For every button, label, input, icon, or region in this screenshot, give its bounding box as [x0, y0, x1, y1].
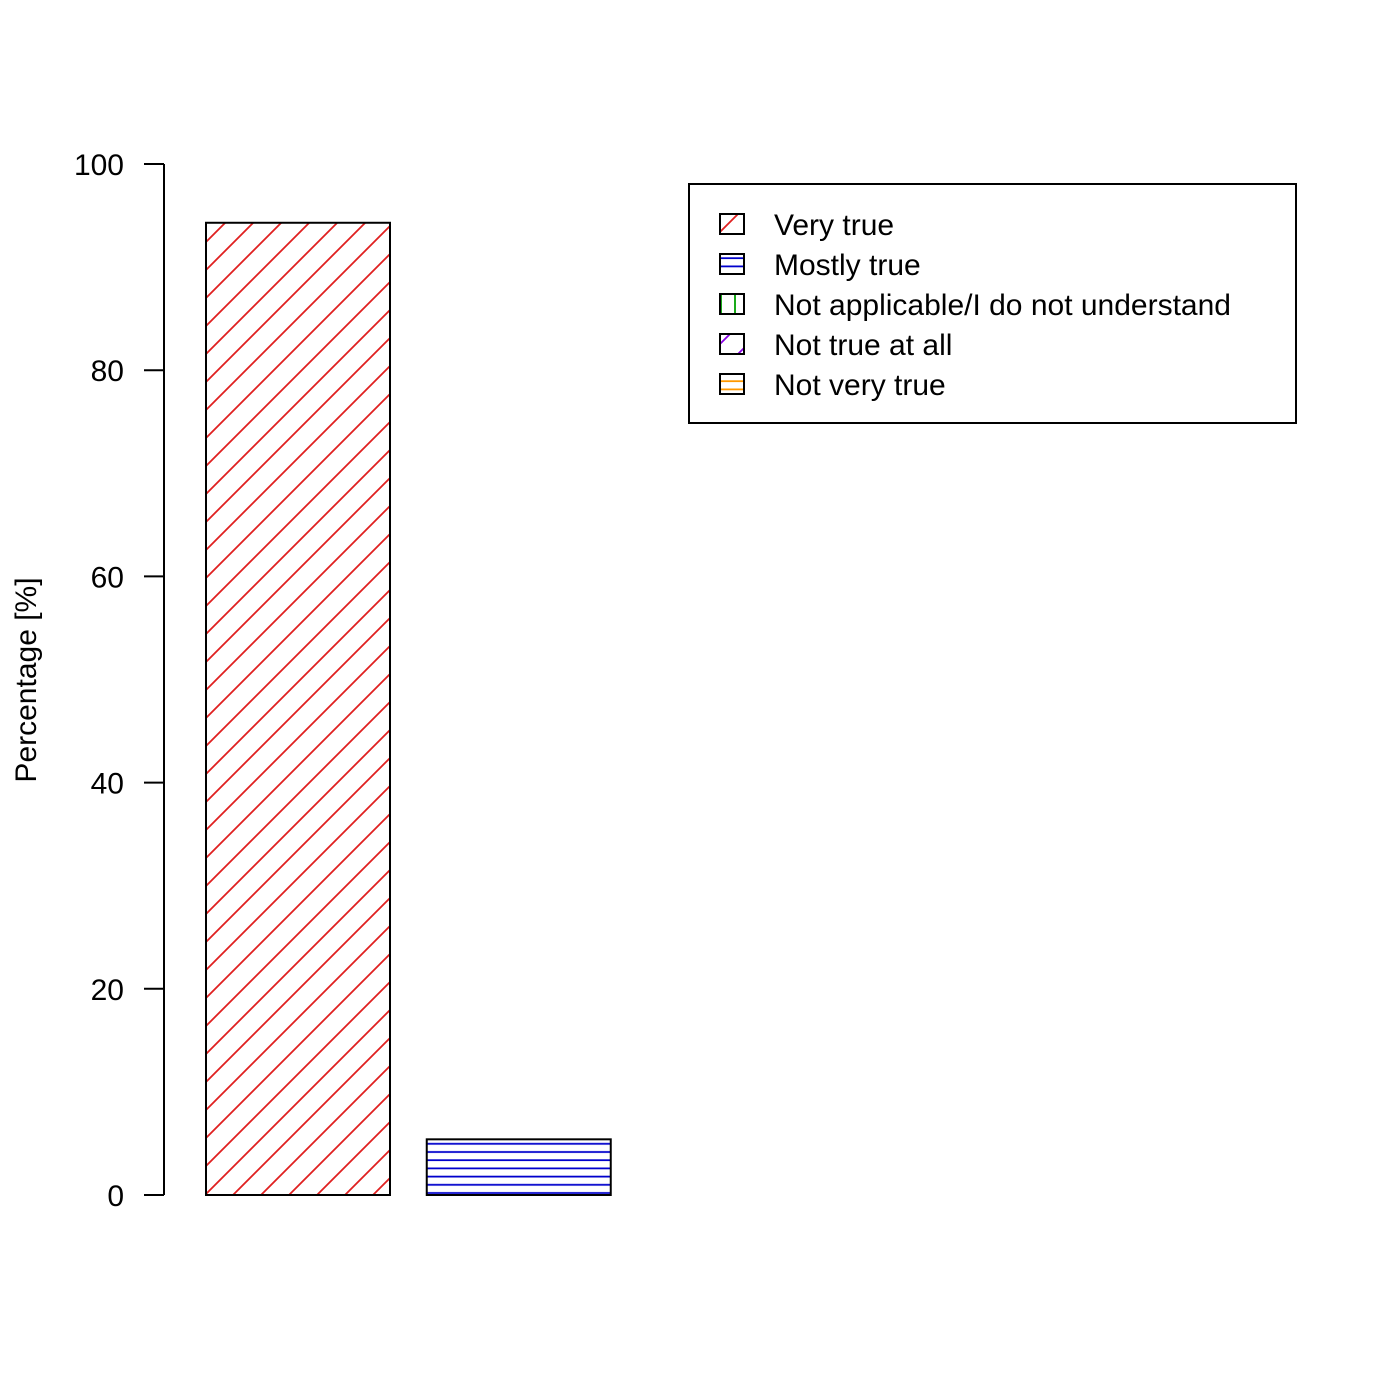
legend-label: Not very true: [774, 369, 946, 402]
bar-2: [425, 1138, 612, 1197]
y-tick-label: 60: [91, 561, 124, 594]
legend-label: Not true at all: [774, 329, 952, 362]
legend-box: [688, 183, 1297, 424]
y-tick-label: 0: [107, 1180, 124, 1213]
legend-swatch: [719, 253, 745, 275]
y-tick-label: 20: [91, 974, 124, 1007]
legend-label: Not applicable/I do not understand: [774, 289, 1231, 322]
legend-swatch: [719, 213, 745, 235]
y-tick-label: 40: [91, 768, 124, 801]
legend-swatch: [719, 293, 745, 315]
y-axis: 0 20 40 60 80 100: [74, 149, 165, 1213]
bar-1: [205, 221, 391, 1196]
legend: Very true Mostly true Not applicable/I do …: [688, 183, 1297, 424]
y-tick-label: 100: [74, 149, 124, 182]
legend-swatch: [719, 333, 745, 355]
y-axis-title: Percentage [%]: [10, 577, 43, 782]
y-tick-label: 80: [91, 355, 124, 388]
legend-label: Very true: [774, 209, 894, 242]
bars: [205, 221, 612, 1197]
legend-swatch: [719, 373, 745, 395]
legend-label: Mostly true: [774, 249, 921, 282]
